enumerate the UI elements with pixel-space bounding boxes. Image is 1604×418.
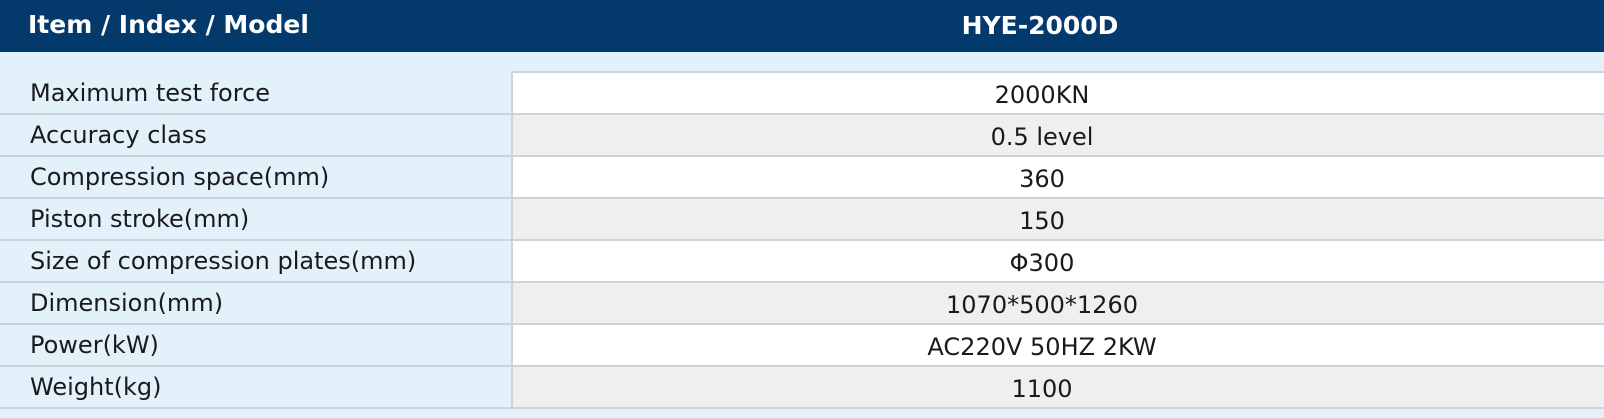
row-label: Power(kW) bbox=[30, 331, 159, 359]
table-row: Size of compression plates(mm) Φ300 bbox=[0, 241, 1604, 283]
row-value: 2000KN bbox=[994, 81, 1090, 109]
table-row: Maximum test force 2000KN bbox=[0, 73, 1604, 115]
row-value-cell: Φ300 bbox=[511, 241, 1604, 281]
table-header: Item / Index / Model HYE-2000D bbox=[0, 0, 1604, 52]
row-value-cell: 0.5 level bbox=[511, 115, 1604, 155]
row-label: Compression space(mm) bbox=[30, 163, 330, 191]
header-cell: HYE-2000D bbox=[961, 11, 1119, 40]
row-label: Accuracy class bbox=[30, 121, 207, 149]
row-value: 1100 bbox=[1011, 375, 1073, 403]
row-value: 0.5 level bbox=[990, 123, 1094, 151]
table-row: Piston stroke(mm) 150 bbox=[0, 199, 1604, 241]
row-value-cell: 1100 bbox=[511, 367, 1604, 407]
row-value: 360 bbox=[1019, 165, 1065, 193]
table-row: Weight(kg) 1100 bbox=[0, 367, 1604, 409]
row-value: 150 bbox=[1019, 207, 1065, 235]
table-row: Compression space(mm) 360 bbox=[0, 157, 1604, 199]
table-row: Dimension(mm) 1070*500*1260 bbox=[0, 283, 1604, 325]
row-value: 1070*500*1260 bbox=[946, 291, 1138, 319]
row-label: Piston stroke(mm) bbox=[30, 205, 250, 233]
row-value: AC220V 50HZ 2KW bbox=[927, 333, 1157, 361]
row-label: Weight(kg) bbox=[30, 373, 162, 401]
row-label: Size of compression plates(mm) bbox=[30, 247, 417, 275]
table-row: Power(kW) AC220V 50HZ 2KW bbox=[0, 325, 1604, 367]
row-label: Maximum test force bbox=[30, 79, 271, 107]
row-value-cell: AC220V 50HZ 2KW bbox=[511, 325, 1604, 365]
row-value: Φ300 bbox=[1009, 249, 1075, 277]
row-value-cell: 1070*500*1260 bbox=[511, 283, 1604, 323]
row-value-cell: 360 bbox=[511, 157, 1604, 197]
row-value-cell: 150 bbox=[511, 199, 1604, 239]
header-cell: Item / Index / Model bbox=[28, 10, 309, 39]
row-value-cell: 2000KN bbox=[511, 73, 1604, 113]
row-label: Dimension(mm) bbox=[30, 289, 224, 317]
table-row: Accuracy class 0.5 level bbox=[0, 115, 1604, 157]
table-border bbox=[511, 71, 1604, 73]
